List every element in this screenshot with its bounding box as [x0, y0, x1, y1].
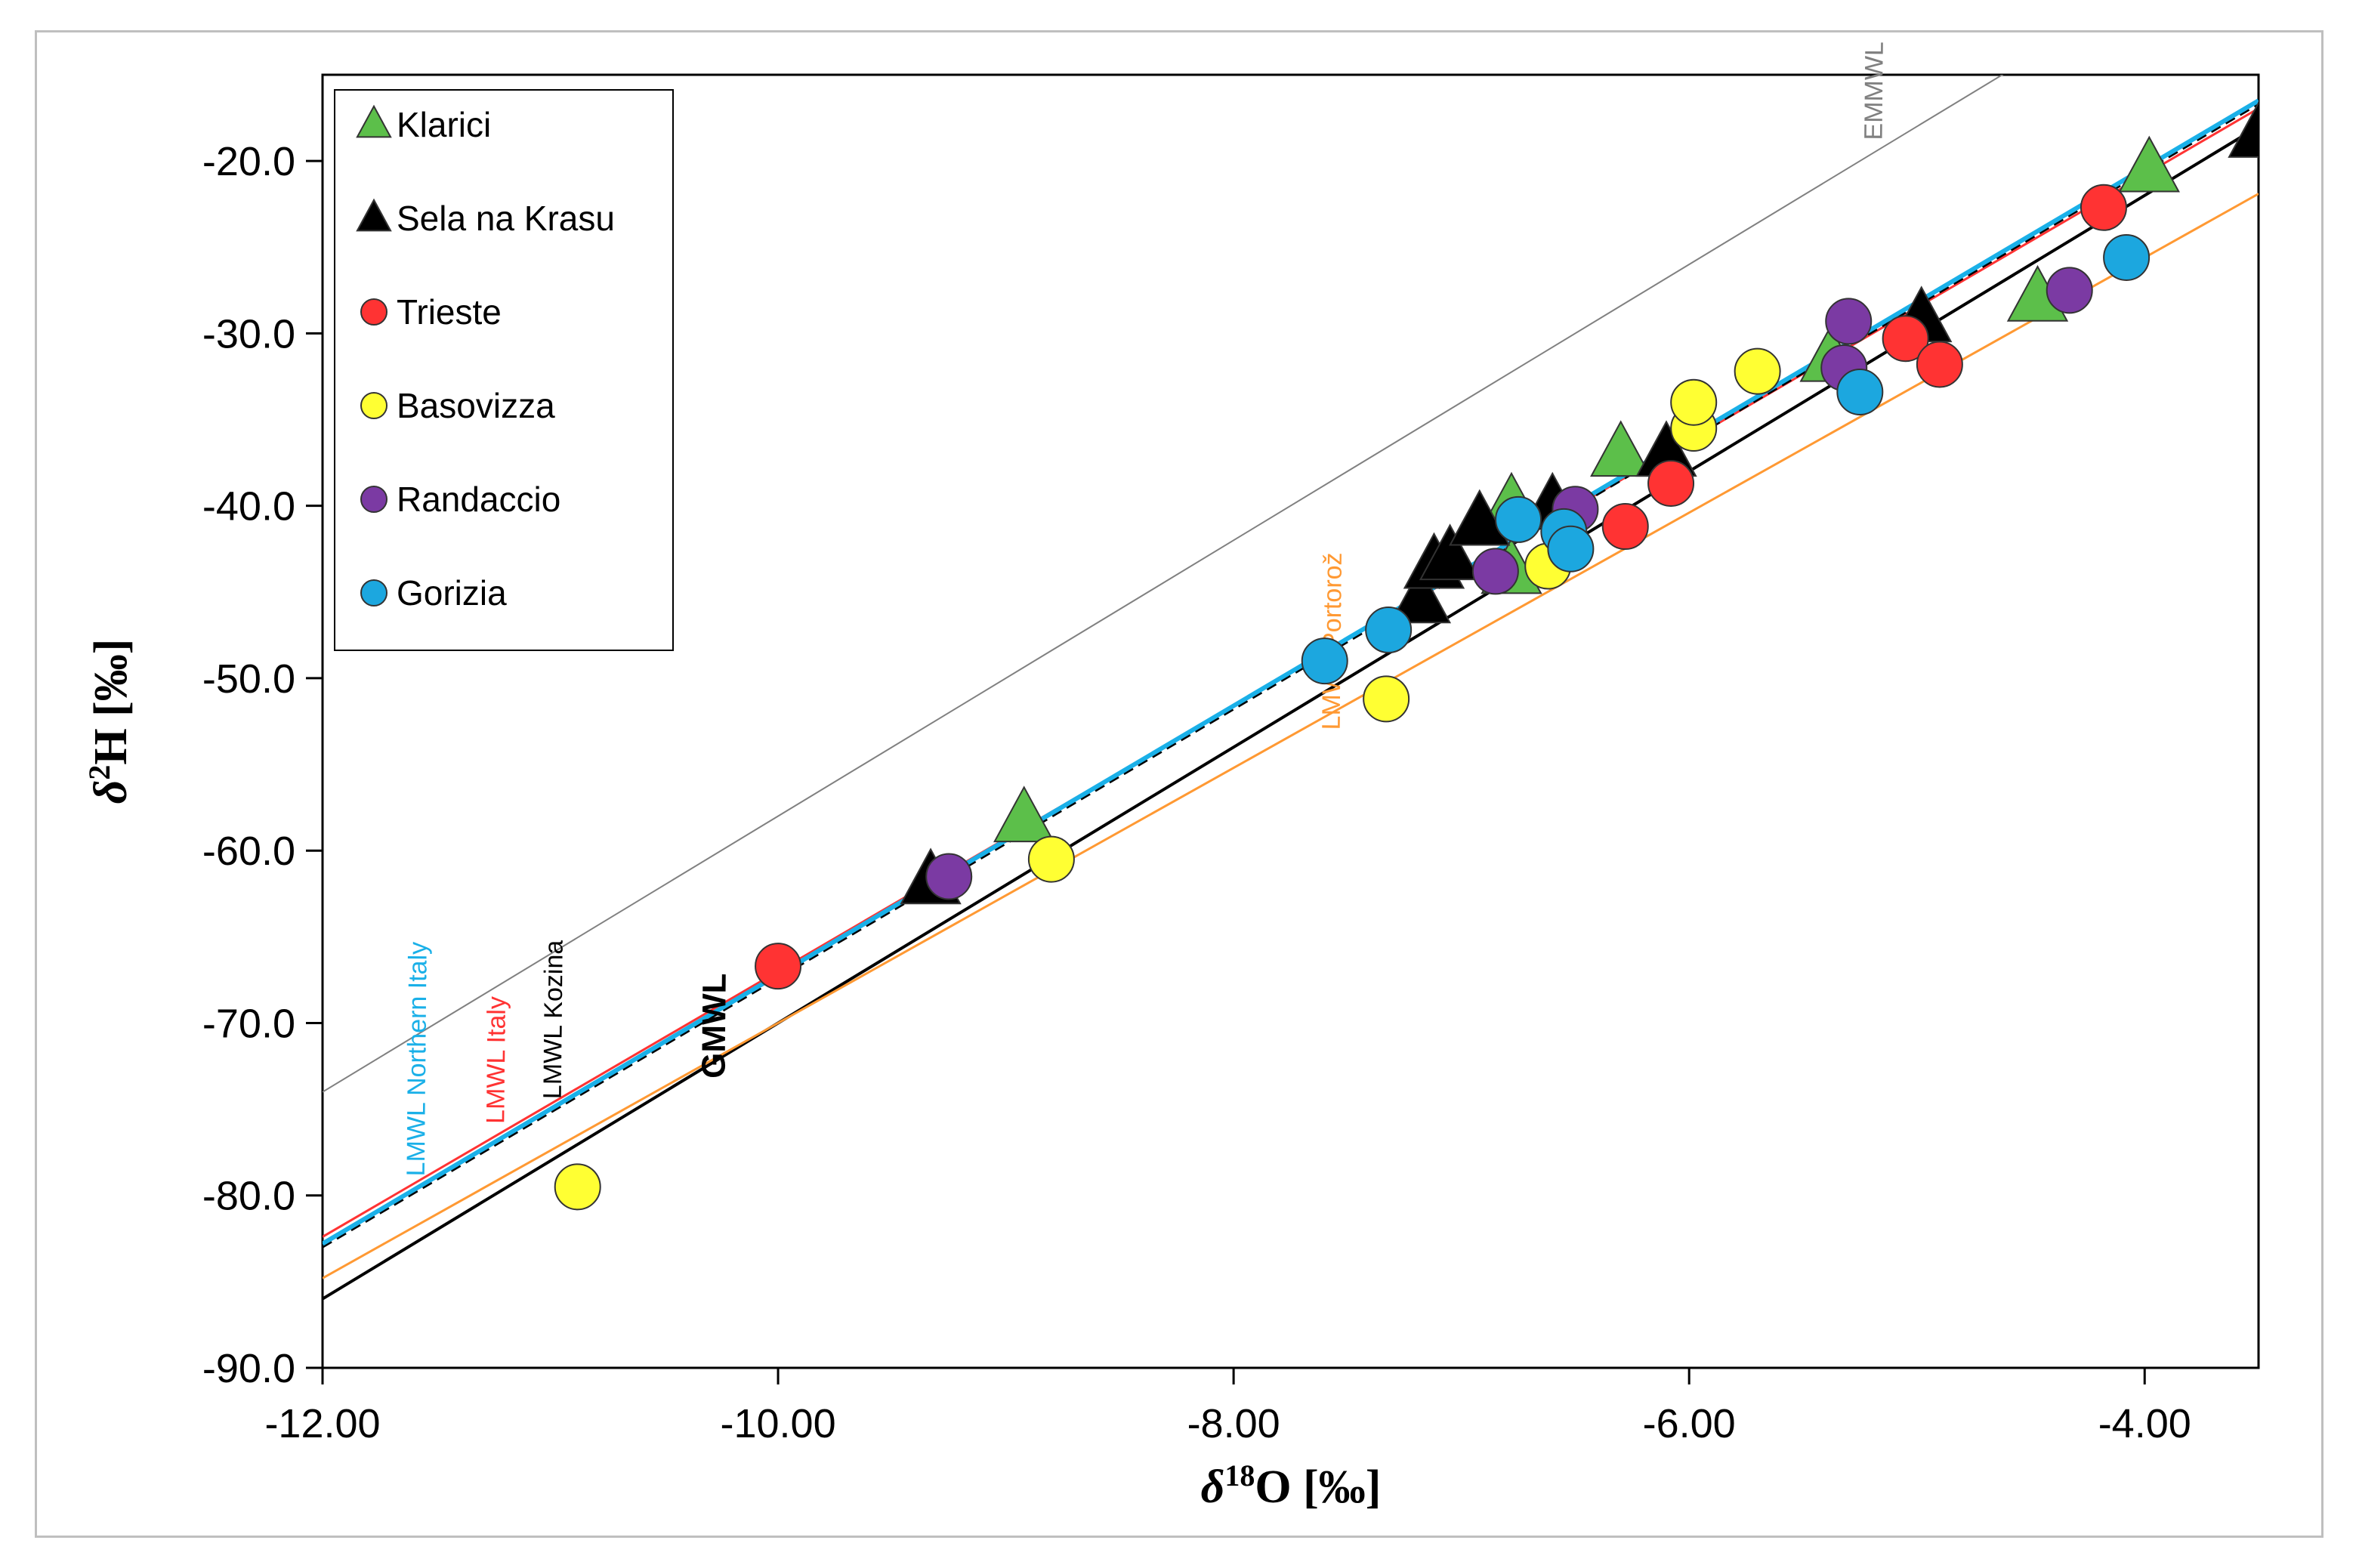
legend-label-trieste: Trieste — [397, 292, 502, 332]
line-label-lmwl-northern-italy: LMWL Northern Italy — [402, 942, 433, 1177]
point-trieste — [1647, 459, 1695, 507]
x-tick-label: -10.00 — [720, 1401, 835, 1446]
point-sela-na-krasu — [1449, 489, 1511, 546]
point-trieste — [2080, 184, 2127, 231]
point-trieste — [755, 943, 802, 990]
point-sela-na-krasu — [2228, 101, 2259, 158]
y-tick-label: -20.0 — [202, 139, 295, 184]
point-basovizza — [1027, 835, 1075, 883]
point-sela-na-krasu — [1419, 523, 1481, 581]
point-randaccio — [1471, 548, 1519, 595]
point-gorizia — [1547, 525, 1595, 573]
x-axis-title-suffix: O [‰] — [1255, 1462, 1381, 1513]
legend-marker-sela-na-krasu — [356, 198, 392, 232]
point-randaccio — [1825, 298, 1873, 345]
chart-frame: EMMWL LMWL Italy LMWL Kozina LMWL Northern … — [35, 30, 2323, 1538]
legend-marker-gorizia — [360, 579, 388, 607]
x-tick-label: -4.00 — [2098, 1401, 2191, 1446]
point-basovizza — [1363, 675, 1410, 723]
point-basovizza — [1670, 378, 1718, 426]
point-trieste — [1601, 503, 1649, 551]
x-axis-title: δ18O [‰] — [1201, 1458, 1382, 1514]
y-tick-label: -40.0 — [202, 484, 295, 529]
x-tick-label: -12.00 — [264, 1401, 380, 1446]
legend-label-sela-na-krasu: Sela na Krasu — [397, 199, 615, 238]
legend-label-basovizza: Basovizza — [397, 386, 555, 425]
point-trieste — [1916, 341, 1963, 388]
legend: Klarici Sela na Krasu Trieste Basovizza Rand… — [334, 89, 674, 651]
point-gorizia — [2103, 233, 2151, 281]
legend-label-klarici: Klarici — [397, 105, 491, 144]
line-label-lmwl-italy: LMWL Italy — [481, 996, 511, 1124]
x-tick-label: -8.00 — [1187, 1401, 1280, 1446]
legend-marker-klarici — [356, 104, 392, 138]
y-tick-label: -60.0 — [202, 829, 295, 874]
point-trieste — [1882, 315, 1929, 363]
y-axis-title-suffix: H [‰] — [85, 639, 137, 765]
legend-label-gorizia: Gorizia — [397, 573, 507, 613]
x-axis-title-sup: 18 — [1224, 1458, 1255, 1492]
x-axis-title-prefix: δ — [1201, 1462, 1225, 1513]
y-tick-label: -80.0 — [202, 1174, 295, 1219]
point-klarici — [993, 786, 1055, 843]
isotope-scatter-chart: EMMWL LMWL Italy LMWL Kozina LMWL Northern … — [82, 42, 2260, 1514]
legend-marker-randaccio — [360, 486, 388, 513]
point-randaccio — [2046, 267, 2093, 314]
line-lmwl-northern-italy — [323, 98, 2259, 1246]
line-label-lmwl-kozina: LMWL Kozina — [539, 940, 569, 1099]
x-tick-label: -6.00 — [1643, 1401, 1736, 1446]
point-sela-na-krasu — [1389, 566, 1452, 624]
point-gorizia — [1365, 607, 1413, 654]
point-basovizza — [1734, 347, 1781, 395]
line-lmwl-kozina — [323, 103, 2259, 1249]
legend-marker-basovizza — [360, 392, 388, 419]
point-gorizia — [1301, 637, 1348, 685]
legend-marker-trieste — [360, 298, 388, 326]
y-tick-label: -90.0 — [202, 1346, 295, 1391]
point-basovizza — [554, 1163, 601, 1211]
y-tick-label: -70.0 — [202, 1001, 295, 1046]
legend-label-randaccio: Randaccio — [397, 480, 560, 519]
point-gorizia — [1495, 495, 1542, 543]
line-label-gmwl: GMWL — [695, 973, 733, 1079]
y-axis-title-prefix: δ — [85, 780, 137, 804]
point-gorizia — [1836, 369, 1884, 416]
point-klarici — [2118, 135, 2180, 193]
line-label-emmwl: EMMWL — [1860, 42, 1889, 140]
point-klarici — [1590, 420, 1652, 477]
y-axis-title: δ2H [‰] — [82, 639, 137, 804]
y-tick-label: -30.0 — [202, 311, 295, 357]
line-emmwl — [323, 75, 2004, 1093]
y-tick-label: -50.0 — [202, 656, 295, 702]
point-randaccio — [925, 853, 973, 900]
y-axis-title-sup: 2 — [82, 765, 116, 780]
legend-box — [334, 89, 674, 651]
